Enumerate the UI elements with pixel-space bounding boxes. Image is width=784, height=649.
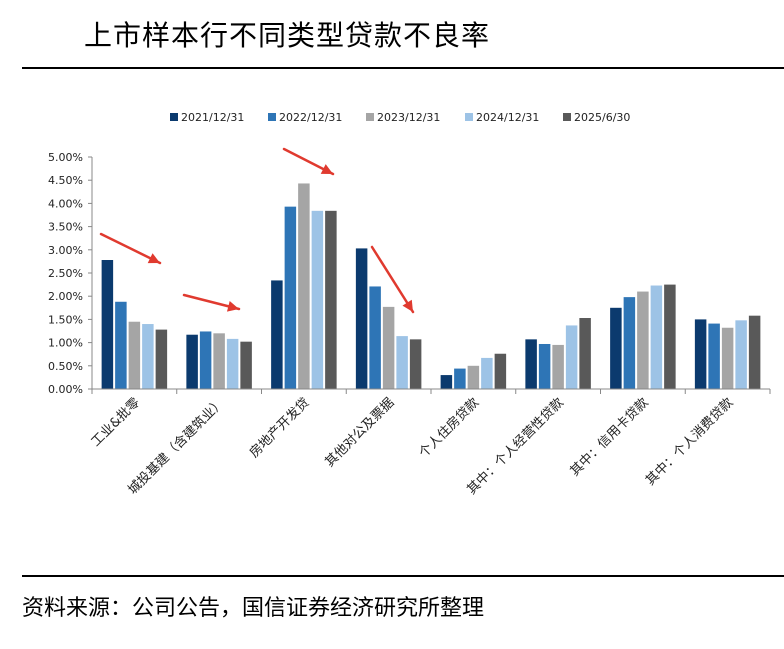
- npl-bar-chart: 2021/12/31 2022/12/31 2023/12/31 2024/12/31…: [48, 111, 771, 498]
- arrow-head: [402, 299, 413, 312]
- footer-divider: [22, 575, 784, 577]
- bar: [650, 285, 663, 389]
- y-tick-label: 3.50%: [48, 221, 83, 234]
- legend-swatch: [268, 113, 276, 121]
- legend-swatch: [563, 113, 571, 121]
- bar: [115, 301, 127, 389]
- bar: [240, 341, 252, 389]
- bar: [538, 343, 551, 389]
- y-tick-label: 0.50%: [48, 360, 83, 373]
- bar: [284, 206, 297, 389]
- y-axis: 0.00% 0.50% 1.00% 1.50% 2.00% 2.50% 3.00% 3.50%…: [48, 151, 93, 396]
- legend-label: 2021/12/31: [181, 111, 244, 124]
- bar: [382, 306, 395, 389]
- bar: [199, 331, 212, 389]
- x-tick-label: 个人住房贷款: [416, 395, 482, 461]
- bar: [637, 291, 649, 389]
- bar: [101, 260, 114, 389]
- bar: [396, 336, 408, 389]
- trend-arrows: [99, 147, 415, 314]
- arrow-head: [147, 253, 160, 264]
- x-tick-label: 城投基建（含建筑业）: [125, 395, 228, 498]
- bar: [325, 210, 337, 389]
- bar: [694, 319, 707, 389]
- bar: [623, 297, 636, 389]
- legend-swatch: [170, 113, 178, 121]
- x-tick-label: 房地产开发贷: [246, 395, 312, 461]
- legend-swatch: [366, 113, 374, 121]
- legend-swatch: [465, 113, 473, 121]
- bar: [748, 315, 761, 389]
- bar: [271, 280, 283, 389]
- bar-groups: [101, 183, 761, 389]
- y-tick-label: 4.50%: [48, 174, 83, 187]
- bar: [494, 353, 507, 389]
- y-tick-label: 3.00%: [48, 244, 83, 257]
- bar: [735, 320, 747, 389]
- bar: [579, 318, 591, 389]
- bar: [409, 339, 422, 389]
- y-tick-label: 4.00%: [48, 197, 83, 210]
- x-tick-label: 其中：个人经营性贷款: [464, 395, 567, 498]
- legend-label: 2024/12/31: [476, 111, 539, 124]
- bar: [186, 334, 198, 389]
- legend-label: 2023/12/31: [377, 111, 440, 124]
- bar: [440, 375, 453, 389]
- arrow-head: [320, 164, 333, 174]
- y-tick-label: 0.00%: [48, 383, 83, 396]
- bar: [565, 325, 578, 389]
- bar: [155, 329, 168, 389]
- bar: [664, 284, 676, 389]
- arrow-shaft: [370, 245, 415, 314]
- y-tick-label: 5.00%: [48, 151, 83, 164]
- x-tick-label: 其中：个人消费贷款: [643, 395, 736, 488]
- bar: [525, 339, 537, 389]
- title-divider: [22, 67, 784, 69]
- bar: [552, 344, 564, 389]
- bar: [481, 357, 493, 389]
- bar: [142, 324, 154, 389]
- legend-label: 2025/6/30: [574, 111, 630, 124]
- y-tick-label: 1.50%: [48, 313, 83, 326]
- y-tick-label: 1.00%: [48, 337, 83, 350]
- bar: [369, 286, 381, 389]
- bar: [128, 321, 141, 389]
- bar: [355, 248, 368, 389]
- bar: [213, 333, 225, 389]
- legend-label: 2022/12/31: [279, 111, 342, 124]
- chart-legend: 2021/12/31 2022/12/31 2023/12/31 2024/12/31…: [170, 111, 630, 124]
- bar: [467, 365, 480, 389]
- bar: [721, 327, 734, 389]
- y-tick-label: 2.50%: [48, 267, 83, 280]
- bar: [454, 368, 466, 389]
- y-tick-label: 2.00%: [48, 290, 83, 303]
- page-title: 上市样本行不同类型贷款不良率: [84, 19, 491, 52]
- x-tick-label: 工业&批零: [89, 395, 144, 450]
- arrow-head: [226, 300, 239, 312]
- bar: [610, 307, 622, 389]
- bar: [708, 323, 720, 389]
- source-note: 资料来源：公司公告，国信证券经济研究所整理: [22, 596, 485, 621]
- x-tick-label: 其中：信用卡贷款: [568, 395, 652, 479]
- bar: [226, 338, 239, 389]
- bar: [298, 183, 310, 389]
- x-tick-label: 其他对公及票据: [322, 395, 397, 470]
- bar: [311, 210, 324, 389]
